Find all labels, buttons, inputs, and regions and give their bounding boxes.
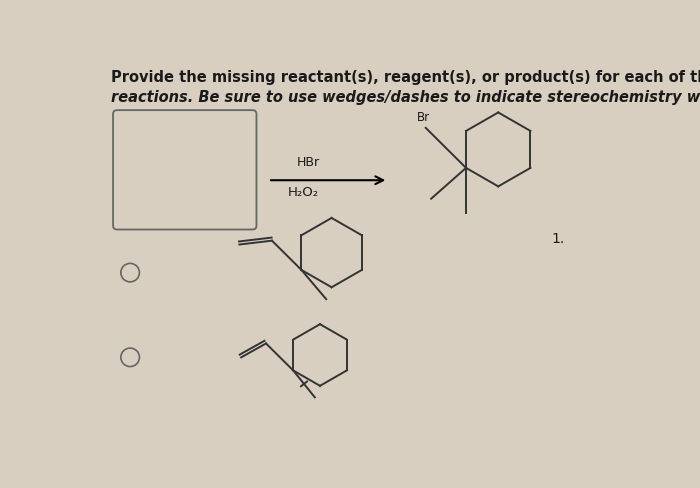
Text: reactions. Be sure to use wedges/dashes to indicate stereochemistry where releva: reactions. Be sure to use wedges/dashes …: [111, 90, 700, 105]
Text: 1.: 1.: [551, 232, 564, 246]
Text: H₂O₂: H₂O₂: [288, 185, 318, 199]
Text: Br: Br: [416, 111, 430, 124]
Text: Provide the missing reactant(s), reagent(s), or product(s) for each of the follo: Provide the missing reactant(s), reagent…: [111, 70, 700, 85]
Text: HBr: HBr: [297, 156, 320, 169]
FancyBboxPatch shape: [113, 110, 256, 229]
